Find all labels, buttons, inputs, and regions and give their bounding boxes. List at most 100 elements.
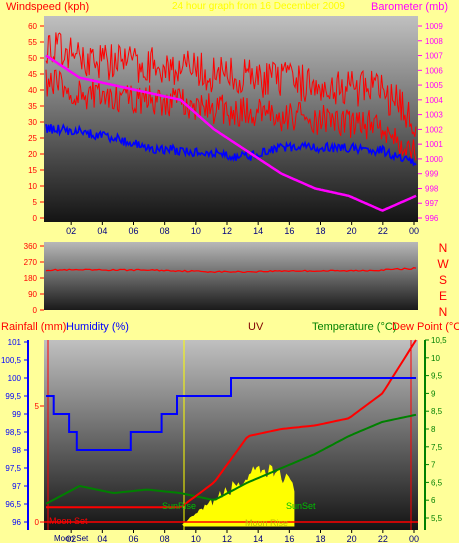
compass-labels: N W S E N — [436, 240, 450, 320]
temperature-tick-label: 7 — [431, 461, 436, 470]
barometer-series — [45, 54, 417, 212]
barometer-tick-label: 1004 — [425, 96, 443, 105]
x-tick-label: 14 — [253, 534, 263, 543]
compass-n-top: N — [438, 241, 448, 255]
humidity-tick-label: 99,5 — [5, 392, 21, 401]
windspeed-tick-label: 30 — [28, 118, 37, 127]
gust-series — [45, 32, 417, 137]
x-tick-label: 18 — [315, 226, 325, 236]
compass-w: W — [437, 257, 449, 271]
temperature-tick-label: 9 — [431, 389, 436, 398]
windspeed-tick-label: 15 — [28, 166, 37, 175]
temperature-tick-label: 8,5 — [431, 407, 443, 416]
wind-plot-area — [44, 242, 418, 310]
sunset-label: SunSet — [286, 501, 316, 511]
barometer-tick-label: 1000 — [425, 155, 443, 164]
humidity-tick-label: 100 — [8, 374, 22, 383]
rainfall-tick-label: 0 — [35, 518, 40, 527]
humidity-tick-label: 96,5 — [5, 500, 21, 509]
direction-tick-label: 270 — [24, 258, 38, 267]
x-tick-label: 20 — [347, 226, 357, 236]
temperature-tick-label: 10,5 — [431, 336, 447, 345]
humidity-tick-label: 97,5 — [5, 464, 21, 473]
x-tick-label: 22 — [378, 226, 388, 236]
windspeed-tick-label: 10 — [28, 182, 37, 191]
moonset-axis-label: Moon Set — [54, 534, 89, 543]
barometer-tick-label: 1006 — [425, 66, 443, 75]
windspeed-tick-label: 20 — [28, 150, 37, 159]
x-tick-label: 10 — [191, 226, 201, 236]
x-tick-label: 16 — [284, 534, 294, 543]
windspeed-tick-label: 45 — [28, 70, 37, 79]
sunrise-label: SunRise — [162, 501, 196, 511]
windspeed-tick-label: 55 — [28, 38, 37, 47]
windspeed-series — [45, 69, 417, 161]
x-tick-label: 10 — [191, 534, 201, 543]
windspeed-title: Windspeed (kph) — [6, 1, 90, 13]
humidity-tick-label: 98 — [12, 446, 21, 455]
x-tick-label: 04 — [97, 534, 107, 543]
dewpoint-series — [45, 413, 417, 505]
temperature-tick-label: 6 — [431, 496, 436, 505]
windspeed-tick-label: 5 — [33, 198, 38, 207]
humidity-tick-label: 101 — [8, 338, 22, 347]
barometer-tick-label: 1003 — [425, 111, 443, 120]
compass-n-bottom: N — [438, 305, 448, 319]
barometer-tick-label: 999 — [425, 170, 439, 179]
barometer-tick-label: 1009 — [425, 22, 443, 31]
humidity-tick-label: 98,5 — [5, 428, 21, 437]
x-tick-label: 00 — [409, 226, 419, 236]
humidity-title: Humidity (%) — [66, 321, 129, 333]
temperature-tick-label: 8 — [431, 425, 436, 434]
humidity-tick-label: 100,5 — [1, 356, 22, 365]
moonrise-label: Moon Rise — [245, 518, 288, 528]
moonset-label: Moon Set — [49, 516, 88, 526]
average-wind-series — [45, 123, 417, 167]
barometer-tick-label: 1001 — [425, 140, 443, 149]
chart-date-title: 24 hour graph from 16 December 2009 — [172, 1, 345, 12]
temperature-title: Temperature (°C) — [312, 321, 397, 333]
humidity-tick-label: 97 — [12, 482, 21, 491]
direction-tick-label: 0 — [33, 306, 38, 315]
rainfall-title: Rainfall (mm) — [1, 321, 67, 333]
x-tick-label: 02 — [66, 534, 76, 543]
windspeed-tick-label: 35 — [28, 102, 37, 111]
barometer-tick-label: 1008 — [425, 37, 443, 46]
barometer-tick-label: 998 — [425, 184, 439, 193]
barometer-tick-label: 1007 — [425, 52, 443, 61]
temperature-tick-label: 10 — [431, 354, 440, 363]
humidity-series — [46, 377, 416, 451]
dewpoint-title: Dew Point (°C) — [392, 321, 459, 333]
x-tick-label: 18 — [315, 534, 325, 543]
x-tick-label: 06 — [128, 226, 138, 236]
barometer-title: Barometer (mb) — [371, 1, 449, 13]
x-tick-label: 20 — [347, 534, 357, 543]
compass-s: S — [438, 273, 447, 287]
uv-area — [182, 464, 295, 527]
x-tick-label: 00 — [409, 534, 419, 543]
x-tick-label: 16 — [284, 226, 294, 236]
x-tick-label: 14 — [253, 226, 263, 236]
temperature-tick-label: 9,5 — [431, 372, 443, 381]
temperature-tick-label: 5,5 — [431, 514, 443, 523]
temperature-tick-label: 6,5 — [431, 478, 443, 487]
x-tick-label: 04 — [97, 226, 107, 236]
humidity-tick-label: 96 — [12, 518, 21, 527]
barometer-tick-label: 996 — [425, 214, 439, 223]
windspeed-tick-label: 40 — [28, 86, 37, 95]
wind-direction-chart: 0 90 180 270 360 — [24, 242, 418, 315]
x-tick-label: 08 — [160, 534, 170, 543]
x-tick-label: 06 — [128, 534, 138, 543]
windspeed-tick-label: 0 — [33, 214, 38, 223]
x-tick-label: 08 — [160, 226, 170, 236]
direction-tick-label: 360 — [24, 242, 38, 251]
uv-title: UV — [248, 321, 264, 333]
direction-tick-label: 180 — [24, 274, 38, 283]
windspeed-tick-label: 50 — [28, 54, 37, 63]
direction-tick-label: 90 — [28, 290, 37, 299]
x-tick-label: 02 — [66, 226, 76, 236]
temperature-tick-label: 7,5 — [431, 443, 443, 452]
barometer-tick-label: 997 — [425, 199, 439, 208]
x-tick-label: 12 — [222, 534, 232, 543]
barometer-tick-label: 1005 — [425, 81, 443, 90]
